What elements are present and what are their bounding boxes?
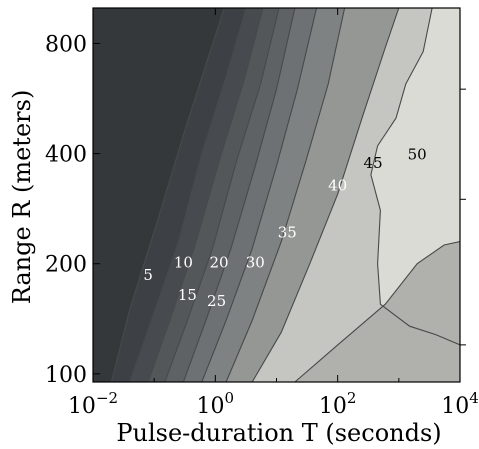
contour-line-15 — [147, 8, 264, 382]
contour-line-5 — [110, 8, 225, 382]
x-tick-label: 100 — [197, 389, 235, 419]
contour-labels: 5 10 15 20 25 30 35 40 45 50 — [143, 146, 426, 311]
contour-line-35 — [225, 8, 346, 382]
x-tick-label: 10−2 — [68, 389, 118, 419]
x-tick-label: 102 — [319, 389, 357, 419]
contour-label-40: 40 — [328, 177, 347, 195]
contour-label-45: 45 — [364, 154, 383, 172]
contour-line-10 — [129, 8, 247, 382]
y-axis-title: Range R (meters) — [8, 90, 36, 305]
contour-line-45 — [294, 240, 460, 382]
contour-regions — [93, 8, 460, 382]
contour-line-40 — [251, 8, 400, 382]
contour-line-25 — [182, 8, 296, 382]
contour-line-50 — [370, 8, 460, 346]
y-tick-label: 800 — [45, 32, 87, 57]
contour-label-30: 30 — [246, 254, 265, 272]
y-tick-label: 100 — [45, 363, 87, 388]
y-tick-label: 200 — [45, 253, 87, 278]
y-tick-label: 400 — [45, 143, 87, 168]
contour-label-15: 15 — [178, 286, 197, 304]
contour-label-35: 35 — [278, 223, 297, 241]
contour-label-25: 25 — [207, 292, 226, 310]
x-axis-title: Pulse-duration T (seconds) — [116, 419, 441, 447]
contour-label-20: 20 — [209, 254, 228, 272]
contour-label-50: 50 — [408, 146, 427, 164]
contour-band-0 — [93, 8, 225, 382]
contour-label-5: 5 — [143, 266, 153, 284]
x-tick-label: 104 — [441, 389, 479, 419]
contour-label-10: 10 — [174, 254, 193, 272]
contour-line-20 — [164, 8, 280, 382]
contour-line-30 — [201, 8, 318, 382]
